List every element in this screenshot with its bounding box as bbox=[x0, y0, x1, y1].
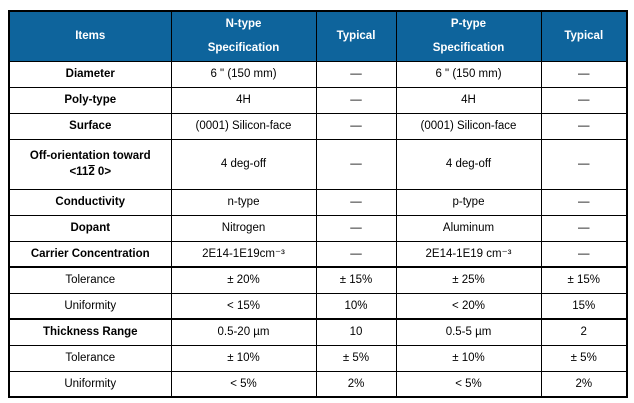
header-typical-n-label: Typical bbox=[336, 30, 376, 43]
cell-n-typical: ± 15% bbox=[315, 266, 397, 294]
cell-p-typical: — bbox=[540, 214, 628, 242]
cell-p-spec: ± 10% bbox=[395, 344, 542, 372]
cell-p-typical: — bbox=[540, 86, 628, 114]
cell-item: Off-orientation toward <112 0> bbox=[8, 138, 172, 190]
header-row: Items N-type Specification Typical P-typ… bbox=[8, 10, 628, 62]
cell-p-spec: < 20% bbox=[395, 292, 542, 320]
cell-p-spec: Aluminum bbox=[395, 214, 542, 242]
cell-n-typical: — bbox=[315, 240, 397, 268]
cell-n-typical: 10% bbox=[315, 292, 397, 320]
table-row-tolerance-concentration: Tolerance ± 20% ± 15% ± 25% ± 15% bbox=[8, 266, 628, 294]
table-row-conductivity: Conductivity n-type — p-type — bbox=[8, 188, 628, 216]
cell-n-spec: ± 20% bbox=[170, 266, 317, 294]
cell-p-spec: (0001) Silicon-face bbox=[395, 112, 542, 140]
cell-item: Conductivity bbox=[8, 188, 172, 216]
cell-p-typical: 2% bbox=[540, 370, 628, 398]
table-row-poly-type: Poly-type 4H — 4H — bbox=[8, 86, 628, 114]
cell-n-spec: Nitrogen bbox=[170, 214, 317, 242]
table-row-uniformity-thickness: Uniformity < 5% 2% < 5% 2% bbox=[8, 370, 628, 398]
header-items: Items bbox=[8, 10, 172, 62]
header-typical-n: Typical bbox=[315, 10, 397, 62]
table-row-uniformity-concentration: Uniformity < 15% 10% < 20% 15% bbox=[8, 292, 628, 320]
cell-n-typical: — bbox=[315, 188, 397, 216]
cell-p-typical: — bbox=[540, 60, 628, 88]
cell-item: Poly-type bbox=[8, 86, 172, 114]
header-n-type-line1: N-type bbox=[225, 18, 262, 31]
cell-n-spec: ± 10% bbox=[170, 344, 317, 372]
cell-n-typical: ± 5% bbox=[315, 344, 397, 372]
cell-p-typical: ± 5% bbox=[540, 344, 628, 372]
miller-barred-digit: 2 bbox=[88, 166, 95, 178]
cell-n-typical: — bbox=[315, 138, 397, 190]
header-p-type-spec: P-type Specification bbox=[395, 10, 542, 62]
cell-p-spec: 0.5-5 µm bbox=[395, 318, 542, 346]
cell-n-typical: 10 bbox=[315, 318, 397, 346]
cell-n-spec: 4H bbox=[170, 86, 317, 114]
table-body: Diameter 6 " (150 mm) — 6 " (150 mm) — P… bbox=[8, 60, 628, 398]
header-n-type-line2: Specification bbox=[207, 41, 280, 54]
table-row-diameter: Diameter 6 " (150 mm) — 6 " (150 mm) — bbox=[8, 60, 628, 88]
table-row-carrier-concentration: Carrier Concentration 2E14-1E19cm⁻³ — 2E… bbox=[8, 240, 628, 268]
cell-p-typical: — bbox=[540, 138, 628, 190]
cell-item: Surface bbox=[8, 112, 172, 140]
cell-p-typical: 2 bbox=[540, 318, 628, 346]
cell-n-typical: — bbox=[315, 60, 397, 88]
cell-item: Uniformity bbox=[8, 292, 172, 320]
cell-n-typical: 2% bbox=[315, 370, 397, 398]
table-row-surface: Surface (0001) Silicon-face — (0001) Sil… bbox=[8, 112, 628, 140]
header-typical-p: Typical bbox=[540, 10, 628, 62]
miller-suffix: 0> bbox=[94, 166, 112, 178]
header-p-type-line2: Specification bbox=[432, 41, 505, 54]
cell-item: Thickness Range bbox=[8, 318, 172, 346]
cell-item: Diameter bbox=[8, 60, 172, 88]
table-header: Items N-type Specification Typical P-typ… bbox=[8, 10, 628, 62]
cell-item: Tolerance bbox=[8, 344, 172, 372]
cell-p-typical: — bbox=[540, 240, 628, 268]
cell-n-spec: 6 " (150 mm) bbox=[170, 60, 317, 88]
cell-n-spec: < 5% bbox=[170, 370, 317, 398]
cell-item: Carrier Concentration bbox=[8, 240, 172, 268]
cell-p-typical: 15% bbox=[540, 292, 628, 320]
cell-n-typical: — bbox=[315, 214, 397, 242]
cell-p-spec: p-type bbox=[395, 188, 542, 216]
table-row-thickness-range: Thickness Range 0.5-20 µm 10 0.5-5 µm 2 bbox=[8, 318, 628, 346]
table-row-off-orientation: Off-orientation toward <112 0> 4 deg-off… bbox=[8, 138, 628, 190]
off-orientation-line1: Off-orientation toward bbox=[29, 149, 151, 162]
off-orientation-line2: <112 0> bbox=[14, 165, 167, 179]
table-row-dopant: Dopant Nitrogen — Aluminum — bbox=[8, 214, 628, 242]
cell-n-spec: 2E14-1E19cm⁻³ bbox=[170, 240, 317, 268]
cell-p-typical: ± 15% bbox=[540, 266, 628, 294]
cell-n-spec: 0.5-20 µm bbox=[170, 318, 317, 346]
cell-n-spec: 4 deg-off bbox=[170, 138, 317, 190]
spec-table: Items N-type Specification Typical P-typ… bbox=[8, 10, 628, 398]
cell-p-typical: — bbox=[540, 188, 628, 216]
cell-item: Tolerance bbox=[8, 266, 172, 294]
cell-item: Uniformity bbox=[8, 370, 172, 398]
header-items-label: Items bbox=[75, 30, 106, 43]
header-n-type-spec: N-type Specification bbox=[170, 10, 317, 62]
miller-prefix: <11 bbox=[69, 166, 89, 178]
cell-n-spec: < 15% bbox=[170, 292, 317, 320]
cell-n-spec: n-type bbox=[170, 188, 317, 216]
cell-p-typical: — bbox=[540, 112, 628, 140]
header-p-type-line1: P-type bbox=[450, 18, 487, 31]
cell-n-typical: — bbox=[315, 112, 397, 140]
cell-p-spec: ± 25% bbox=[395, 266, 542, 294]
cell-n-spec: (0001) Silicon-face bbox=[170, 112, 317, 140]
cell-p-spec: 2E14-1E19 cm⁻³ bbox=[395, 240, 542, 268]
cell-p-spec: 6 " (150 mm) bbox=[395, 60, 542, 88]
cell-p-spec: 4H bbox=[395, 86, 542, 114]
table-row-tolerance-thickness: Tolerance ± 10% ± 5% ± 10% ± 5% bbox=[8, 344, 628, 372]
cell-p-spec: 4 deg-off bbox=[395, 138, 542, 190]
cell-n-typical: — bbox=[315, 86, 397, 114]
cell-item: Dopant bbox=[8, 214, 172, 242]
header-typical-p-label: Typical bbox=[564, 30, 604, 43]
cell-p-spec: < 5% bbox=[395, 370, 542, 398]
